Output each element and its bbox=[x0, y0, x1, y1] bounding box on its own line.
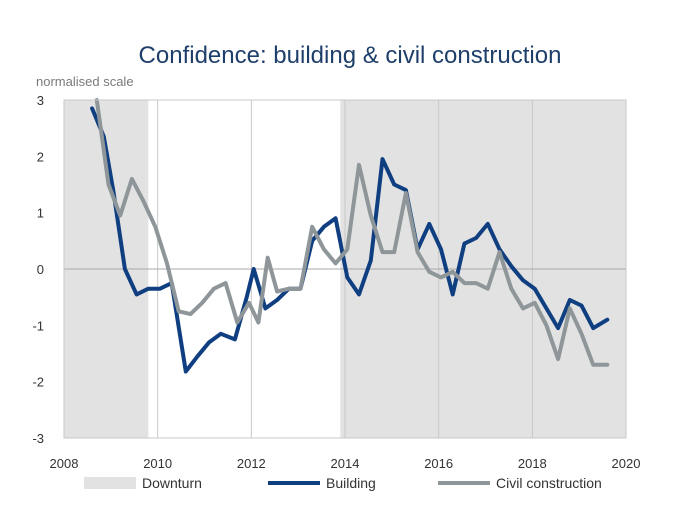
y-tick-label: 3 bbox=[37, 93, 44, 108]
legend-swatch-downturn bbox=[84, 477, 136, 489]
y-tick-label: -2 bbox=[32, 375, 44, 390]
plot-frame bbox=[63, 99, 627, 439]
y-axis-unit-label: normalised scale bbox=[36, 74, 134, 89]
y-axis-ticks: 3 2 1 0 -1 -2 -3 bbox=[32, 93, 44, 446]
legend-item-civil-construction: Civil construction bbox=[438, 472, 602, 494]
y-tick-label: 0 bbox=[37, 262, 44, 277]
y-tick-label: -1 bbox=[32, 318, 44, 333]
legend-swatch-building bbox=[268, 481, 320, 485]
legend-label-downturn: Downturn bbox=[142, 475, 202, 491]
x-tick-label: 2014 bbox=[331, 456, 360, 471]
series-line-building bbox=[90, 106, 610, 374]
x-tick-label: 2008 bbox=[50, 456, 79, 471]
x-tick-label: 2012 bbox=[237, 456, 266, 471]
series-line-civil-construction bbox=[94, 98, 610, 367]
legend-swatch-civil-construction bbox=[438, 481, 490, 485]
legend-label-building: Building bbox=[326, 475, 376, 491]
x-tick-label: 2016 bbox=[424, 456, 453, 471]
y-tick-label: -3 bbox=[32, 431, 44, 446]
x-tick-label: 2010 bbox=[143, 456, 172, 471]
legend-item-building: Building bbox=[268, 472, 376, 494]
x-axis-ticks: 2008 2010 2012 2014 2016 2018 2020 bbox=[50, 456, 641, 471]
x-tick-label: 2020 bbox=[612, 456, 641, 471]
legend-label-civil-construction: Civil construction bbox=[496, 475, 602, 491]
x-tick-label: 2018 bbox=[518, 456, 547, 471]
y-tick-label: 1 bbox=[37, 206, 44, 221]
chart-title: Confidence: building & civil constructio… bbox=[138, 42, 562, 69]
y-tick-label: 2 bbox=[37, 149, 44, 164]
legend: Downturn Building Civil construction bbox=[0, 472, 700, 494]
legend-item-downturn: Downturn bbox=[84, 472, 202, 494]
series-lines bbox=[90, 98, 610, 374]
